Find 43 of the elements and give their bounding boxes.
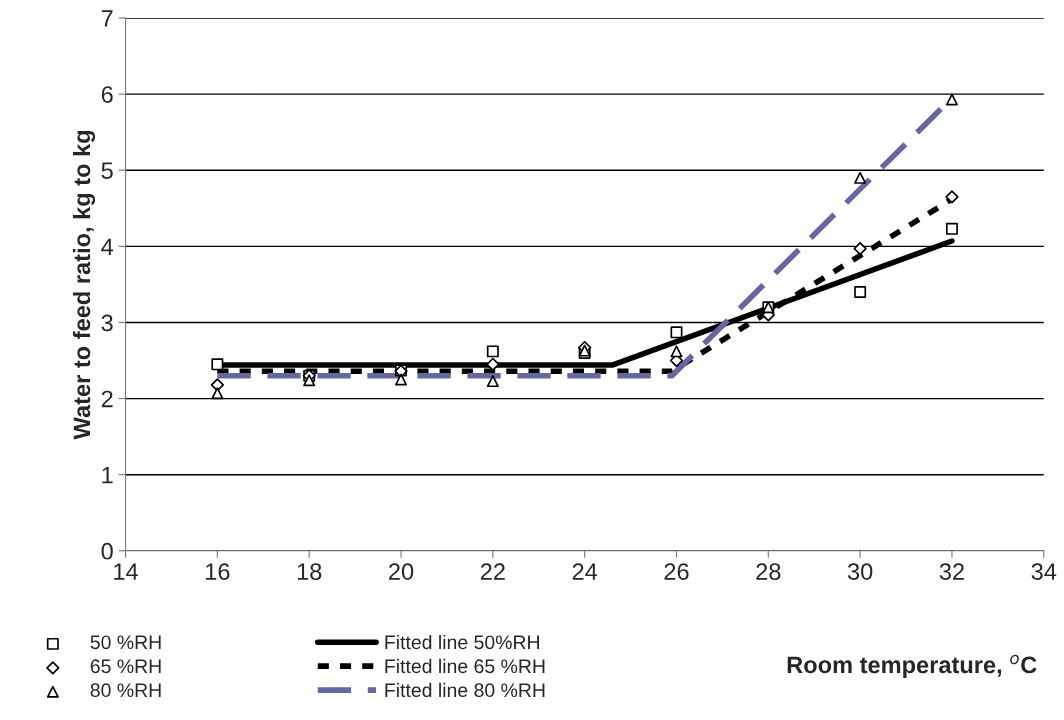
- x-tick-label: 22: [480, 563, 505, 580]
- y-axis-title: Water to feed ratio, kg to kg: [72, 130, 96, 440]
- point: [854, 171, 867, 184]
- point: [210, 378, 225, 392]
- x-tick-label: 26: [664, 563, 689, 580]
- x-tick-label: 24: [572, 563, 598, 580]
- y-tick-label: 5: [101, 162, 113, 180]
- point: [303, 374, 316, 387]
- point: [486, 345, 499, 358]
- x-axis-title: Room temperature, $^{o}$C: [787, 654, 1037, 678]
- x-tick-label: 30: [847, 563, 873, 580]
- point: [670, 345, 683, 358]
- y-tick-label: 7: [101, 10, 113, 27]
- point: [211, 387, 224, 400]
- point: [486, 357, 500, 371]
- point: [486, 375, 499, 388]
- point: [853, 241, 867, 256]
- point: [854, 286, 867, 298]
- legend-label: Fitted line 80 %RH: [385, 682, 545, 698]
- y-tick-label: 4: [101, 238, 114, 255]
- point: [211, 358, 224, 371]
- x-tick-label: 32: [939, 563, 964, 580]
- point: [945, 190, 959, 204]
- x-tick-label: 16: [206, 563, 230, 580]
- point: [945, 93, 958, 106]
- x-tick-label: 34: [1031, 563, 1057, 580]
- x-tick-label: 14: [114, 563, 138, 580]
- y-tick-label: 6: [101, 86, 113, 103]
- x-tick-label: 18: [297, 563, 322, 580]
- point: [395, 373, 408, 386]
- legend-label: Fitted line 65 %RH: [385, 658, 545, 674]
- y-tick-label: 2: [101, 390, 113, 408]
- legend-label: 65 %RH: [90, 659, 161, 674]
- x-tick-label: 20: [389, 563, 414, 580]
- point: [945, 222, 958, 235]
- y-tick-label: 3: [101, 314, 113, 332]
- legend-label: 80 %RH: [90, 683, 161, 698]
- point: [670, 326, 683, 339]
- legend-label: Fitted line 50%RH: [385, 634, 539, 650]
- y-tick-label: 0: [101, 542, 113, 560]
- x-tick-label: 28: [756, 563, 781, 580]
- y-tick-label: 1: [102, 467, 113, 484]
- legend-label: 50 %RH: [90, 635, 161, 650]
